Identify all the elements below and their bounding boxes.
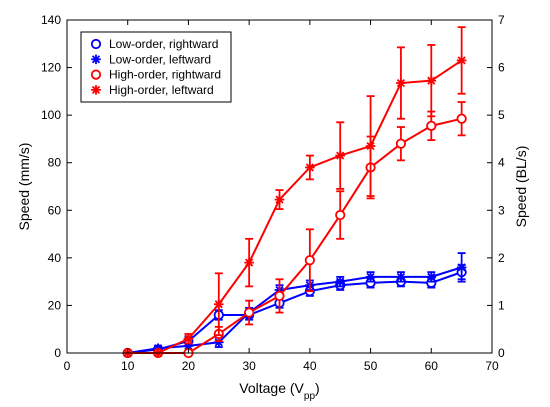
asterisk-stroke <box>305 163 314 172</box>
series-line <box>127 59 463 354</box>
data-point <box>213 299 224 310</box>
legend-box <box>80 31 232 103</box>
data-point <box>456 262 467 273</box>
asterisk-stroke <box>91 85 101 94</box>
plot-frame <box>66 19 493 354</box>
data-point <box>396 78 406 88</box>
data-point <box>335 276 346 287</box>
asterisk-stroke <box>457 263 466 272</box>
y-tick-label-left: 20 <box>48 298 62 312</box>
data-point <box>365 272 376 282</box>
asterisk-stroke <box>427 76 436 85</box>
y-tick-label-left: 40 <box>48 251 62 265</box>
data-point <box>456 113 467 124</box>
x-axis-title-main: Voltage (V <box>239 380 304 396</box>
asterisk-stroke <box>336 277 345 286</box>
legend-marker <box>90 69 102 80</box>
y-tick-label-right: 6 <box>498 61 505 75</box>
data-point <box>396 272 406 282</box>
series-line <box>127 271 462 354</box>
asterisk-stroke <box>214 300 223 309</box>
data-point <box>426 75 437 86</box>
data-point <box>304 255 315 266</box>
legend-item: Low-order, leftward <box>91 52 211 66</box>
data-point <box>244 307 255 318</box>
asterisk-stroke <box>275 195 284 204</box>
data-point <box>426 120 437 131</box>
series-line <box>127 266 462 354</box>
y-tick-label-left: 100 <box>41 108 61 122</box>
data-point <box>365 141 376 151</box>
legend-label: High-order, leftward <box>109 83 214 97</box>
legend-marker <box>91 54 101 65</box>
series-2 <box>122 101 467 359</box>
y-axis-title-left: Speed (mm/s) <box>16 143 32 231</box>
data-point <box>183 333 194 344</box>
asterisk-stroke <box>366 272 375 281</box>
asterisk-stroke <box>336 151 345 160</box>
series-line <box>127 117 462 354</box>
x-tick-label: 0 <box>64 359 71 373</box>
asterisk-stroke <box>366 141 375 151</box>
y-tick-label-right: 7 <box>498 13 505 27</box>
x-tick-label: 60 <box>425 359 439 373</box>
x-tick-label: 40 <box>303 359 317 373</box>
legend-marker <box>90 38 102 50</box>
asterisk-stroke <box>457 56 466 65</box>
y-tick-label-right: 0 <box>498 346 505 360</box>
legend-label: Low-order, rightward <box>109 37 218 51</box>
legend-marker <box>91 85 101 95</box>
data-layer <box>122 26 467 359</box>
data-point <box>305 162 315 173</box>
y-tick-label-left: 120 <box>41 61 61 75</box>
x-tick-label: 70 <box>485 359 499 373</box>
legend-item: High-order, rightward <box>90 68 221 82</box>
data-point <box>395 138 407 149</box>
x-axis-title-subscript: pp <box>304 391 316 402</box>
y-axis-title-right: Speed (BL/s) <box>513 146 529 228</box>
data-point <box>456 55 467 66</box>
x-tick-label: 10 <box>121 359 135 373</box>
x-axis-title: Voltage (Vpp) <box>239 380 319 402</box>
data-point <box>426 272 437 282</box>
y-tick-label-left: 80 <box>48 156 62 170</box>
y-tick-label-left: 60 <box>48 203 62 217</box>
y-tick-label-right: 2 <box>498 251 505 265</box>
asterisk-stroke <box>91 55 101 64</box>
x-axis-title-close: ) <box>315 380 320 396</box>
y-tick-label-right: 5 <box>498 108 505 122</box>
y-tick-label-right: 1 <box>498 298 505 312</box>
asterisk-stroke <box>245 258 254 267</box>
x-tick-label: 20 <box>182 359 196 373</box>
legend-label: High-order, rightward <box>109 68 221 82</box>
asterisk-stroke <box>396 78 406 88</box>
asterisk-stroke <box>214 338 223 347</box>
legend-item: High-order, leftward <box>91 83 214 97</box>
data-point <box>274 194 285 205</box>
series-1 <box>122 252 467 358</box>
axes-layer: 0 10 20 30 40 50 60 700204060801001201400123456… <box>41 13 505 373</box>
y-tick-label-left: 0 <box>54 346 61 360</box>
legend-item: Low-order, rightward <box>90 37 218 51</box>
data-point <box>335 150 346 161</box>
data-point <box>335 209 346 221</box>
data-point <box>244 257 254 268</box>
y-tick-label-right: 4 <box>498 156 505 170</box>
y-tick-label-left: 140 <box>41 13 61 27</box>
data-point <box>274 290 285 302</box>
asterisk-stroke <box>184 334 193 343</box>
asterisk-stroke <box>396 272 406 281</box>
asterisk-stroke <box>427 272 436 281</box>
legend-label: Low-order, leftward <box>109 52 211 66</box>
x-tick-label: 30 <box>242 359 256 373</box>
y-tick-label-right: 3 <box>498 203 505 217</box>
x-tick-label: 50 <box>364 359 378 373</box>
